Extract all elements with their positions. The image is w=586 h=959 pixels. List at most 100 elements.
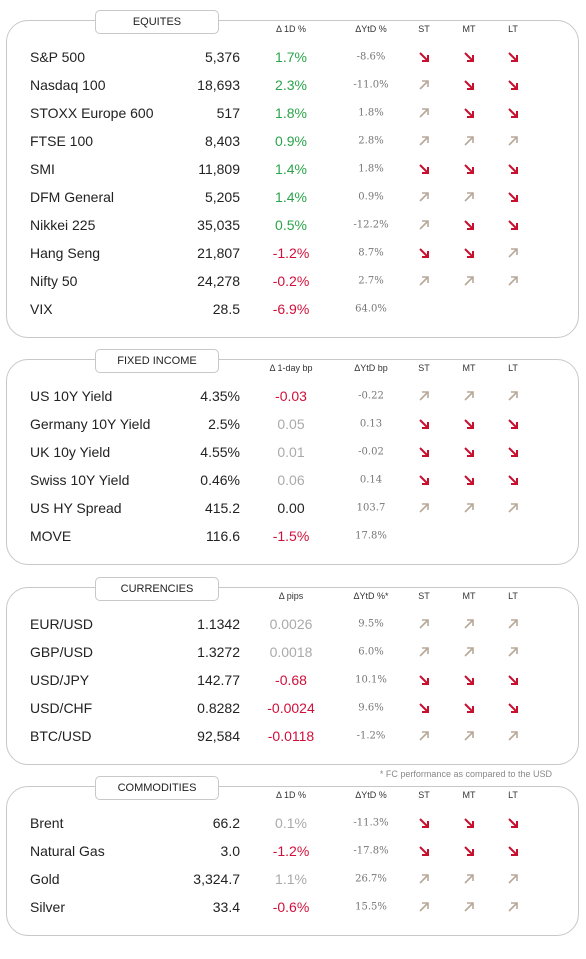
row-value: 0.46%	[200, 472, 240, 488]
column-header: ΔYtD bp	[354, 363, 388, 373]
row-change: -0.6%	[272, 899, 310, 915]
trend-arrow-down	[419, 447, 429, 457]
trend-arrow-up	[464, 503, 474, 513]
trend-arrow-up	[464, 874, 474, 884]
row-change: 1.4%	[275, 161, 307, 177]
row-change: 0.06	[277, 472, 305, 488]
trend-arrow-down	[508, 80, 518, 90]
row-value: 3,324.7	[193, 871, 240, 887]
row-change: 1.4%	[275, 189, 307, 205]
row-value: 33.4	[212, 899, 240, 915]
trend-arrow-up	[508, 276, 518, 286]
row-name: DFM General	[30, 189, 115, 205]
row-value: 66.2	[212, 815, 240, 831]
row-value: 28.5	[212, 301, 240, 317]
trend-arrow-down	[419, 818, 429, 828]
column-header: LT	[508, 790, 518, 800]
trend-arrow-down	[464, 248, 474, 258]
trend-arrow-down	[508, 846, 518, 856]
trend-arrow-down	[419, 164, 429, 174]
trend-arrow-down	[419, 846, 429, 856]
trend-arrow-down	[464, 703, 474, 713]
column-header: LT	[508, 591, 518, 601]
trend-arrow-down	[464, 447, 474, 457]
trend-arrow-up	[419, 220, 429, 230]
trend-arrow-up	[419, 391, 429, 401]
trend-arrow-down	[508, 447, 518, 457]
column-header: Δ 1D %	[275, 24, 307, 34]
row-name: Nikkei 225	[30, 217, 96, 233]
row-name: Gold	[30, 871, 60, 887]
trend-arrow-up	[508, 619, 518, 629]
row-change: -0.03	[275, 388, 307, 404]
section-title: FIXED INCOME	[95, 349, 219, 373]
trend-arrow-down	[508, 419, 518, 429]
row-value: 8,403	[204, 133, 240, 149]
row-name: Silver	[30, 899, 66, 915]
row-ytd: -11.3%	[353, 817, 389, 829]
trend-arrow-down	[508, 703, 518, 713]
row-ytd: 10.1%	[355, 674, 387, 686]
row-ytd: -11.0%	[353, 79, 389, 91]
row-change: 1.8%	[275, 105, 307, 121]
row-value: 18,693	[197, 77, 240, 93]
row-ytd: 103.7	[356, 502, 386, 514]
trend-arrow-down	[464, 675, 474, 685]
row-name: BTC/USD	[30, 728, 92, 744]
row-value: 415.2	[204, 500, 240, 516]
row-name: Nifty 50	[30, 273, 78, 289]
trend-arrow-down	[508, 52, 518, 62]
trend-arrow-up	[464, 619, 474, 629]
trend-arrow-up	[464, 136, 474, 146]
row-ytd: 6.0%	[358, 646, 384, 658]
trend-arrow-up	[508, 136, 518, 146]
row-value: 4.55%	[200, 444, 240, 460]
row-ytd: -8.6%	[356, 51, 386, 63]
trend-arrow-up	[508, 503, 518, 513]
trend-arrow-down	[419, 52, 429, 62]
row-ytd: 2.7%	[358, 275, 384, 287]
row-change: 0.5%	[275, 217, 307, 233]
row-change: -1.2%	[272, 843, 310, 859]
row-change: -1.5%	[272, 528, 310, 544]
trend-arrow-down	[419, 419, 429, 429]
row-name: Hang Seng	[30, 245, 101, 261]
row-ytd: 17.8%	[355, 530, 387, 542]
trend-arrow-up	[419, 80, 429, 90]
trend-arrow-up	[419, 731, 429, 741]
row-value: 116.6	[206, 528, 240, 544]
column-header: Δ 1-day bp	[269, 363, 313, 373]
trend-arrow-up	[464, 192, 474, 202]
trend-arrow-up	[464, 647, 474, 657]
row-ytd: -1.2%	[356, 730, 386, 742]
trend-arrow-up	[419, 192, 429, 202]
row-change: 0.0018	[269, 644, 313, 660]
row-change: 0.05	[277, 416, 305, 432]
trend-arrow-up	[464, 391, 474, 401]
column-header: ST	[418, 24, 430, 34]
row-change: 0.1%	[275, 815, 307, 831]
section-panel	[6, 786, 579, 936]
row-value: 5,376	[204, 49, 240, 65]
trend-arrow-up	[508, 248, 518, 258]
column-header: ST	[418, 591, 430, 601]
section-panel	[6, 587, 579, 765]
row-name: Brent	[30, 815, 64, 831]
row-name: VIX	[30, 301, 53, 317]
row-name: Natural Gas	[30, 843, 105, 859]
section-title: EQUITES	[95, 10, 219, 34]
row-ytd: 9.6%	[358, 702, 384, 714]
row-name: MOVE	[30, 528, 72, 544]
column-header: Δ pips	[278, 591, 304, 601]
section-title: CURRENCIES	[95, 577, 219, 601]
row-value: 0.8282	[197, 700, 240, 716]
section-title: COMMODITIES	[95, 776, 219, 800]
footnote: * FC performance as compared to the USD	[379, 769, 552, 779]
trend-arrow-down	[464, 419, 474, 429]
row-ytd: 2.8%	[358, 135, 384, 147]
row-name: Germany 10Y Yield	[30, 416, 151, 432]
trend-arrow-up	[419, 503, 429, 513]
row-change: -0.68	[275, 672, 307, 688]
trend-arrow-up	[508, 902, 518, 912]
trend-arrow-up	[508, 731, 518, 741]
